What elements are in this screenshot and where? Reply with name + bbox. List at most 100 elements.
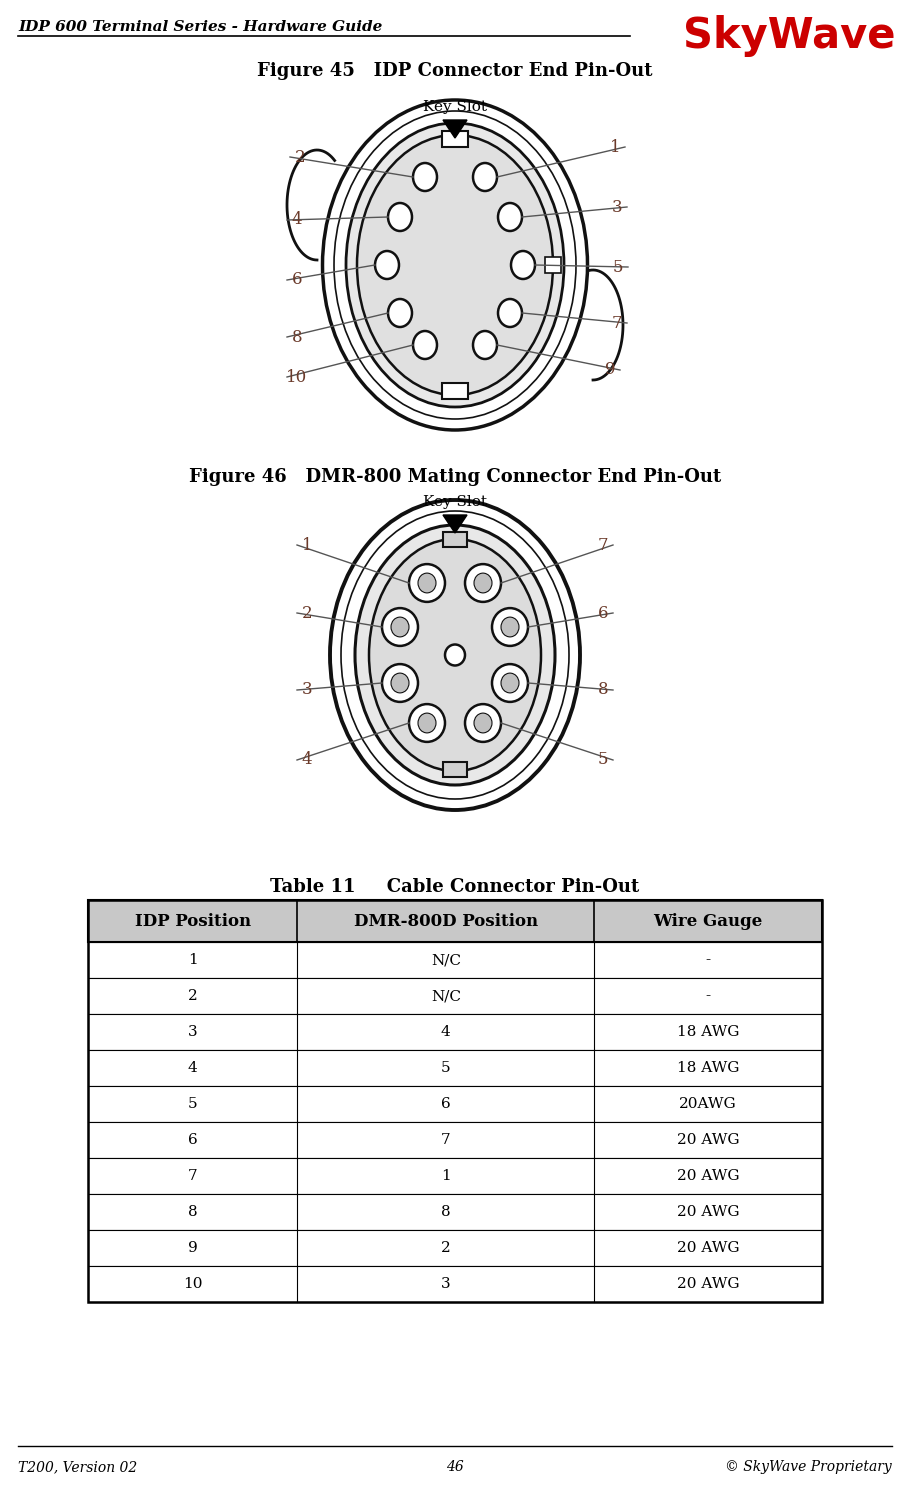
- Ellipse shape: [382, 608, 418, 646]
- Text: N/C: N/C: [430, 988, 460, 1003]
- Ellipse shape: [511, 251, 535, 279]
- Text: 20 AWG: 20 AWG: [677, 1241, 740, 1256]
- Text: 3: 3: [302, 681, 312, 699]
- Bar: [88, 978, 822, 1014]
- Text: 5: 5: [598, 751, 608, 769]
- Text: 20 AWG: 20 AWG: [677, 1205, 740, 1218]
- Ellipse shape: [409, 705, 445, 742]
- Text: 3: 3: [612, 199, 622, 215]
- Text: IDP 600 Terminal Series - Hardware Guide: IDP 600 Terminal Series - Hardware Guide: [18, 19, 382, 34]
- Text: 6: 6: [441, 1097, 450, 1111]
- Text: -: -: [705, 953, 711, 967]
- Ellipse shape: [465, 705, 501, 742]
- Ellipse shape: [474, 714, 492, 733]
- Ellipse shape: [330, 500, 580, 811]
- Ellipse shape: [369, 539, 541, 770]
- Text: 8: 8: [598, 681, 608, 699]
- Text: 7: 7: [441, 1133, 450, 1147]
- Text: 3: 3: [441, 1277, 450, 1291]
- Text: 4: 4: [441, 1026, 450, 1039]
- Ellipse shape: [418, 573, 436, 593]
- Text: 20 AWG: 20 AWG: [677, 1133, 740, 1147]
- Bar: [88, 1266, 822, 1302]
- Text: N/C: N/C: [430, 953, 460, 967]
- Text: 18 AWG: 18 AWG: [677, 1062, 740, 1075]
- Text: 1: 1: [610, 139, 621, 155]
- Text: 20AWG: 20AWG: [680, 1097, 737, 1111]
- Bar: [88, 1194, 822, 1230]
- Text: Key Slot: Key Slot: [423, 496, 487, 509]
- Ellipse shape: [382, 664, 418, 702]
- Ellipse shape: [473, 163, 497, 191]
- Bar: [88, 1050, 822, 1085]
- FancyBboxPatch shape: [442, 131, 468, 146]
- Text: 4: 4: [187, 1062, 197, 1075]
- Ellipse shape: [391, 673, 409, 693]
- Text: 7: 7: [598, 536, 608, 554]
- Text: 1: 1: [302, 536, 312, 554]
- Bar: [88, 900, 822, 1302]
- Bar: [88, 1085, 822, 1123]
- Text: 1: 1: [187, 953, 197, 967]
- Ellipse shape: [357, 134, 553, 396]
- Text: 2: 2: [187, 988, 197, 1003]
- Text: 5: 5: [612, 258, 623, 276]
- Text: Figure 46   DMR-800 Mating Connector End Pin-Out: Figure 46 DMR-800 Mating Connector End P…: [189, 467, 721, 487]
- Ellipse shape: [473, 331, 497, 358]
- Text: © SkyWave Proprietary: © SkyWave Proprietary: [725, 1460, 892, 1474]
- Text: 18 AWG: 18 AWG: [677, 1026, 740, 1039]
- Text: 8: 8: [292, 328, 302, 345]
- Ellipse shape: [418, 714, 436, 733]
- Text: -: -: [705, 988, 711, 1003]
- Ellipse shape: [492, 664, 528, 702]
- Text: T200, Version 02: T200, Version 02: [18, 1460, 137, 1474]
- FancyBboxPatch shape: [442, 384, 468, 399]
- Text: 6: 6: [292, 272, 302, 288]
- Bar: [88, 1123, 822, 1159]
- Text: IDP Position: IDP Position: [135, 912, 250, 930]
- Bar: [88, 1230, 822, 1266]
- Ellipse shape: [445, 645, 465, 666]
- Ellipse shape: [501, 673, 519, 693]
- Bar: [88, 900, 822, 942]
- Text: DMR-800D Position: DMR-800D Position: [354, 912, 538, 930]
- Ellipse shape: [501, 617, 519, 638]
- Text: Figure 45   IDP Connector End Pin-Out: Figure 45 IDP Connector End Pin-Out: [258, 63, 652, 81]
- Text: 7: 7: [612, 315, 622, 331]
- FancyBboxPatch shape: [545, 257, 561, 273]
- Ellipse shape: [346, 122, 564, 408]
- Ellipse shape: [474, 573, 492, 593]
- Text: 20 AWG: 20 AWG: [677, 1169, 740, 1182]
- Polygon shape: [443, 515, 467, 533]
- Text: 10: 10: [287, 369, 308, 385]
- Text: 4: 4: [302, 751, 312, 769]
- Text: 6: 6: [598, 605, 608, 621]
- Ellipse shape: [413, 331, 437, 358]
- Ellipse shape: [409, 564, 445, 602]
- Ellipse shape: [375, 251, 399, 279]
- Polygon shape: [443, 119, 467, 137]
- Text: Table 11     Cable Connector Pin-Out: Table 11 Cable Connector Pin-Out: [270, 878, 640, 896]
- Text: 8: 8: [187, 1205, 197, 1218]
- Ellipse shape: [498, 203, 522, 231]
- Ellipse shape: [391, 617, 409, 638]
- Bar: [88, 1159, 822, 1194]
- Bar: [88, 1014, 822, 1050]
- Text: 5: 5: [441, 1062, 450, 1075]
- Text: 9: 9: [605, 361, 615, 379]
- Text: 5: 5: [187, 1097, 197, 1111]
- Text: 46: 46: [446, 1460, 464, 1474]
- Text: 9: 9: [187, 1241, 197, 1256]
- Text: 8: 8: [441, 1205, 450, 1218]
- Text: 2: 2: [295, 148, 306, 166]
- Text: 2: 2: [441, 1241, 450, 1256]
- Ellipse shape: [388, 299, 412, 327]
- FancyBboxPatch shape: [443, 761, 467, 776]
- Ellipse shape: [498, 299, 522, 327]
- Text: 3: 3: [187, 1026, 197, 1039]
- Ellipse shape: [322, 100, 588, 430]
- Ellipse shape: [388, 203, 412, 231]
- Text: 4: 4: [292, 212, 302, 228]
- Ellipse shape: [465, 564, 501, 602]
- Text: 7: 7: [187, 1169, 197, 1182]
